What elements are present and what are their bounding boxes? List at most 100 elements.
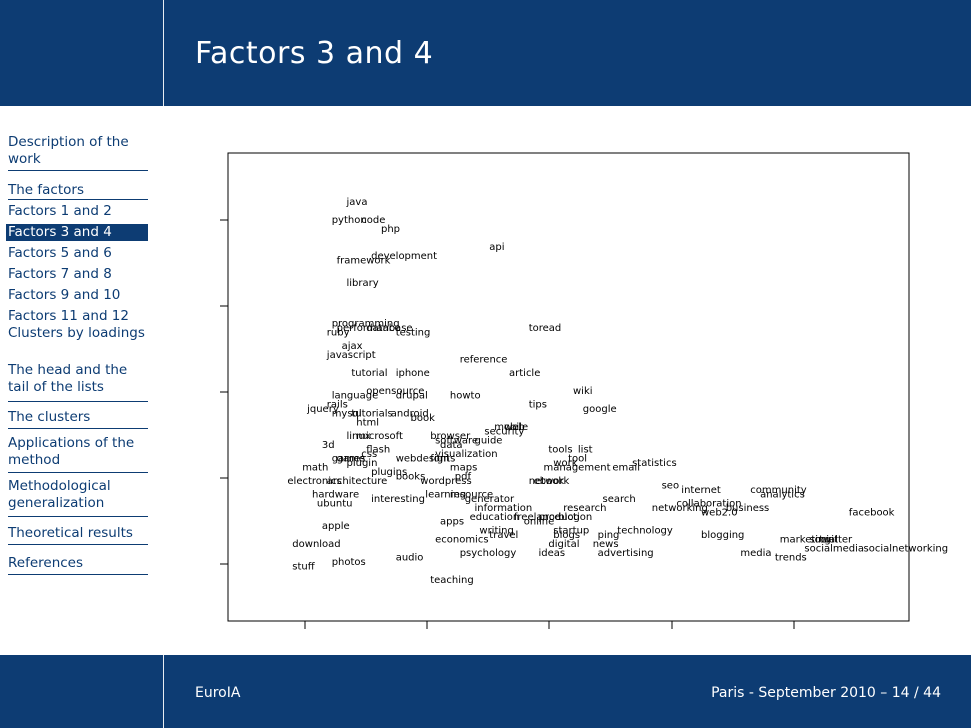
- word-label: audio: [396, 553, 424, 564]
- word-label: ideas: [539, 548, 566, 559]
- sidebar-item-theoretical-results[interactable]: Theoretical results: [8, 525, 133, 541]
- sidebar-navigation: Description of the work The factors Fact…: [0, 106, 163, 655]
- word-label: plugin: [347, 458, 378, 469]
- word-label: social: [809, 535, 838, 546]
- word-label: download: [292, 539, 340, 550]
- word-label: testing: [396, 328, 431, 339]
- word-label: iphone: [396, 368, 430, 379]
- sidebar-divider: [8, 472, 148, 473]
- sidebar-divider: [8, 428, 148, 429]
- word-label: performance: [337, 323, 401, 334]
- word-label: trends: [775, 553, 807, 564]
- word-label: drupal: [396, 391, 428, 402]
- word-label: ruby: [327, 328, 350, 339]
- word-label: ebook: [534, 476, 565, 487]
- plot-frame: [227, 152, 910, 622]
- word-label: economics: [435, 535, 488, 546]
- sidebar-item-the-factors[interactable]: The factors: [8, 182, 84, 198]
- sidebar-item-applications[interactable]: Applications of the method: [8, 435, 135, 468]
- word-label: api: [489, 242, 504, 253]
- sidebar-item-factors-1-2[interactable]: Factors 1 and 2: [8, 203, 112, 219]
- sidebar-item-references[interactable]: References: [8, 555, 84, 571]
- sidebar-item-clusters-by-loadings[interactable]: Clusters by loadings: [8, 325, 145, 341]
- word-label: freelance: [514, 512, 561, 523]
- footer-page-info: Paris - September 2010 – 14 / 44: [711, 685, 941, 701]
- word-label: plugins: [371, 467, 407, 478]
- sidebar-item-head-and-tail[interactable]: The head and the tail of the lists: [8, 362, 128, 395]
- word-label: media: [740, 548, 771, 559]
- word-label: list: [578, 445, 593, 456]
- word-label: opensource: [366, 386, 424, 397]
- word-label: web2.0: [701, 508, 738, 519]
- word-label: python: [332, 215, 367, 226]
- word-label: wiki: [573, 386, 593, 397]
- word-label: collaboration: [676, 499, 741, 510]
- word-label: math: [302, 463, 328, 474]
- word-label: facebook: [849, 508, 895, 519]
- word-label: book: [411, 413, 436, 424]
- sidebar-item-description-of-the-work[interactable]: Description of the work: [8, 134, 129, 167]
- word-label: analytics: [760, 490, 805, 501]
- word-label: ajax: [342, 341, 363, 352]
- sidebar-divider: [8, 544, 148, 545]
- word-label: stuff: [292, 562, 315, 573]
- word-label: fonts: [430, 454, 455, 465]
- header-divider: [163, 0, 164, 106]
- word-label: browser: [430, 431, 471, 442]
- sidebar-item-factors-3-4[interactable]: Factors 3 and 4: [6, 224, 148, 241]
- word-label: generator: [465, 494, 515, 505]
- word-label: twitter: [819, 535, 853, 546]
- word-label: startup: [553, 526, 589, 537]
- word-label: writing: [479, 526, 513, 537]
- word-label: blogs: [553, 530, 580, 541]
- word-label: language: [332, 391, 379, 402]
- word-label: blogging: [701, 530, 744, 541]
- word-label: teaching: [430, 575, 474, 586]
- slide-title: Factors 3 and 4: [195, 36, 434, 71]
- word-label: network: [529, 476, 570, 487]
- word-label: toread: [529, 323, 562, 334]
- word-label: tutorials: [351, 409, 392, 420]
- word-label: travel: [489, 530, 518, 541]
- word-label: management: [544, 463, 611, 474]
- word-label: mobile: [494, 422, 528, 433]
- word-label: photos: [332, 557, 366, 568]
- word-label: tutorial: [351, 368, 387, 379]
- word-label: advertising: [598, 548, 654, 559]
- sidebar-divider: [8, 199, 148, 200]
- word-label: pdf: [455, 472, 472, 483]
- sidebar-item-factors-5-6[interactable]: Factors 5 and 6: [8, 245, 112, 261]
- sidebar-item-the-clusters[interactable]: The clusters: [8, 409, 91, 425]
- word-label: online: [524, 517, 555, 528]
- sidebar-divider: [8, 574, 148, 575]
- footer-divider: [163, 655, 164, 728]
- word-label: community: [750, 485, 806, 496]
- sidebar-item-factors-7-8[interactable]: Factors 7 and 8: [8, 266, 112, 282]
- word-label: production: [539, 512, 593, 523]
- word-label: apple: [322, 521, 350, 532]
- word-label: education: [470, 512, 520, 523]
- word-label: css: [361, 449, 377, 460]
- sidebar-item-factors-11-12[interactable]: Factors 11 and 12: [8, 308, 129, 324]
- word-label: resource: [450, 490, 493, 501]
- footer-bar: [0, 655, 971, 728]
- y-axis-ticks: [220, 219, 228, 565]
- sidebar-divider: [8, 170, 148, 171]
- word-label: wordpress: [420, 476, 471, 487]
- word-label: code: [361, 215, 385, 226]
- sidebar-item-methodological-generalization[interactable]: Methodological generalization: [8, 478, 111, 511]
- word-label: android: [391, 409, 429, 420]
- word-label: news: [593, 539, 619, 550]
- word-label: howto: [450, 391, 481, 402]
- sidebar-item-factors-9-10[interactable]: Factors 9 and 10: [8, 287, 121, 303]
- word-label: architecture: [327, 476, 388, 487]
- word-label: games: [332, 454, 366, 465]
- word-label: apps: [440, 517, 464, 528]
- word-label: java: [346, 197, 368, 208]
- word-label: tool: [568, 454, 587, 465]
- word-label: framework: [337, 256, 391, 267]
- word-label: web: [504, 422, 525, 433]
- sidebar-divider: [8, 516, 148, 517]
- word-label: learning: [425, 490, 466, 501]
